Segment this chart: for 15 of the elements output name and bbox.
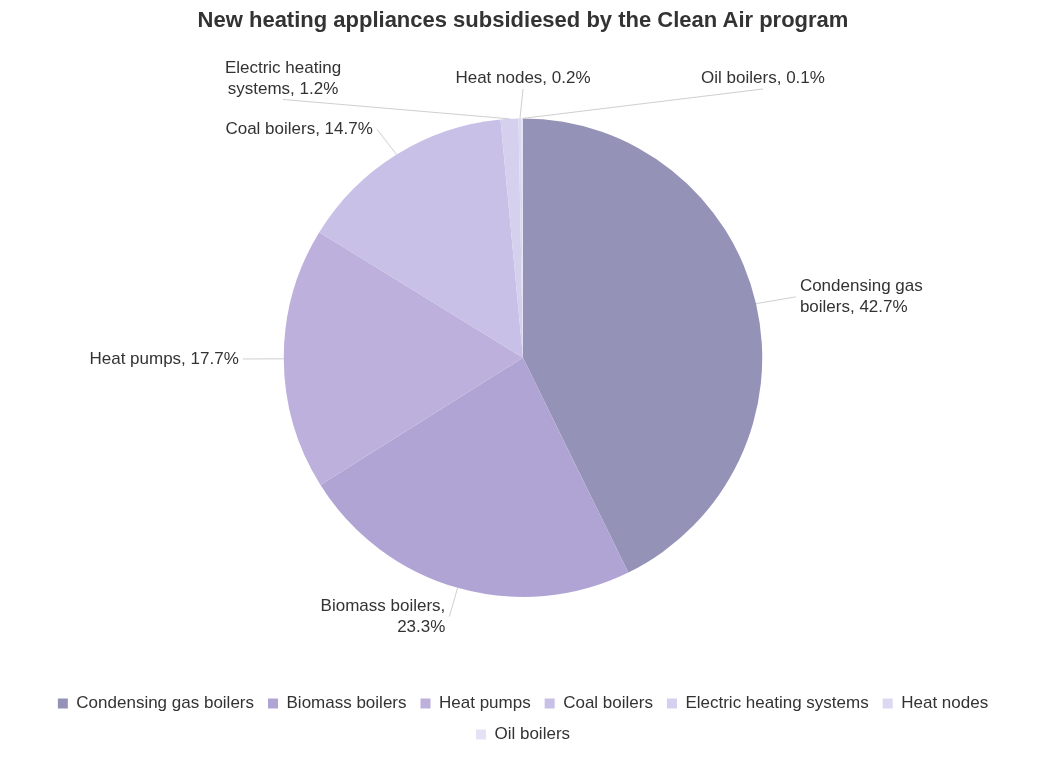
legend-label: Biomass boilers (286, 693, 407, 713)
data-label: Heat nodes, 0.2% (455, 68, 591, 88)
data-label: Biomass boilers, 23.3% (320, 595, 446, 636)
data-label: Electric heating systems, 1.2% (224, 57, 342, 98)
data-label: Coal boilers, 14.7% (225, 118, 373, 138)
data-label: Heat pumps, 17.7% (89, 348, 239, 368)
legend-label: Coal boilers (563, 693, 653, 713)
chart-title: New heating appliances subsidiesed by the Clean Air program (197, 7, 849, 33)
legend-label: Electric heating systems (685, 693, 869, 713)
legend-label: Heat pumps (439, 693, 531, 713)
data-label: Condensing gas boilers, 42.7% (799, 276, 923, 317)
legend-label: Oil boilers (494, 724, 571, 744)
data-label: Oil boilers, 0.1% (701, 68, 825, 88)
legend-label: Condensing gas boilers (76, 693, 255, 713)
legend-label: Heat nodes (901, 693, 989, 713)
